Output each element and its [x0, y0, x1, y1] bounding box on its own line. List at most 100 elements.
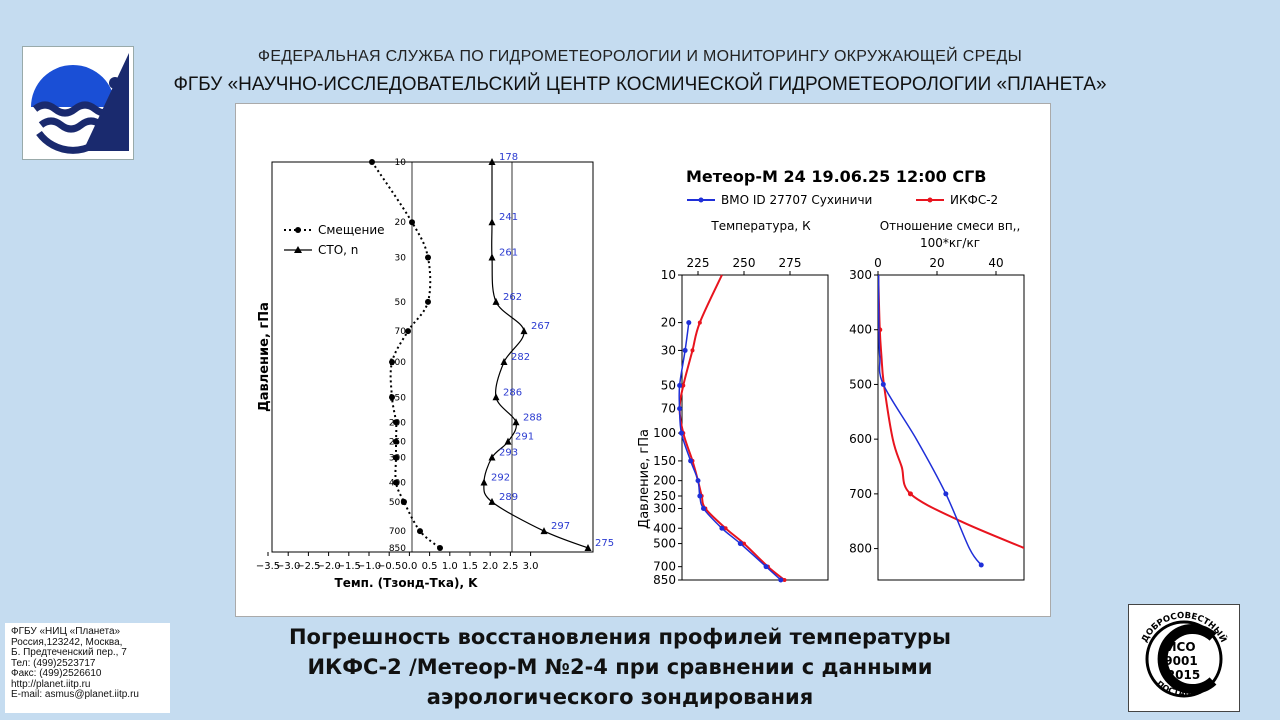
std-point	[520, 327, 528, 335]
planeta-logo	[22, 46, 134, 160]
badge-line1: ИСО	[1166, 640, 1195, 654]
mix-ytick-label: 800	[849, 542, 872, 556]
mix-panel-subtitle-2: 100*кг/кг	[920, 236, 980, 250]
contact-line: Россия,123242, Москва,	[11, 636, 123, 648]
chart-panel: −3.5 −3.0 −2.5 −2.0 −1.5 −1.0 −0.5 0.0 0.5 1.0 1.5…	[235, 103, 1051, 617]
bias-point	[393, 454, 399, 461]
bias-point	[405, 328, 411, 335]
mix-panel-frame	[877, 274, 1025, 581]
std-count-label: 262	[503, 292, 522, 303]
chart1-xlabel: Темп. (Тзонд-Тка), K	[335, 576, 479, 590]
temp-ikfs-point	[690, 348, 695, 353]
contact-line: Б. Предтеченский пер., 7	[11, 647, 127, 658]
std-point	[584, 544, 592, 551]
std-count-label: 292	[491, 473, 510, 484]
temp-sonde-point	[701, 506, 707, 512]
bias-point	[409, 219, 415, 226]
temp-ytick-label: 500	[653, 537, 676, 551]
contact-link[interactable]: http://planet.iitp.ru	[11, 678, 91, 690]
temp-sonde-point	[763, 564, 769, 570]
chart1-ytick-label: 30	[395, 253, 407, 263]
bias-point	[425, 254, 431, 261]
chart1-xtick-label: −3.5	[256, 561, 280, 572]
std-count-label: 291	[515, 432, 534, 443]
temp-panel-subtitle: Температура, К	[710, 219, 811, 233]
temp-ytick-label: 300	[653, 502, 676, 516]
chart1-ytick-label: 10	[395, 158, 407, 168]
chart1-xtick-label: 1.5	[462, 561, 478, 572]
temp-ytick-label: 250	[653, 489, 676, 503]
std-count-label: 178	[499, 152, 518, 163]
chart1-xtick-label: −1.0	[357, 561, 381, 572]
std-count-label: 288	[523, 412, 542, 423]
chart1-frame	[271, 161, 594, 553]
mix-ikfs-point	[907, 491, 913, 497]
badge-line3: -2015	[1162, 668, 1200, 682]
chart1-ytick-label: 50	[395, 298, 407, 308]
temp-sonde-point	[719, 525, 725, 531]
mix-sonde-point	[978, 562, 984, 568]
mix-sonde-point	[943, 491, 949, 497]
chart1-xtick-label: −0.5	[377, 561, 401, 572]
temp-ytick-label: 150	[653, 454, 676, 468]
contact-email[interactable]: E-mail: asmus@planet.iitp.ru	[11, 689, 139, 700]
temp-sonde-point	[686, 320, 692, 326]
badge-line2: 9001	[1164, 654, 1197, 668]
bias-point	[393, 419, 399, 426]
chart1-xtick-label: 0.5	[422, 561, 438, 572]
temp-sonde-line	[678, 322, 782, 581]
legend-sonde-marker	[698, 197, 704, 203]
temp-ytick-label: 70	[661, 402, 676, 416]
temp-ikfs-line	[678, 274, 786, 581]
chart1-ytick-label: 70	[395, 327, 407, 337]
chart1-xtick-label: −3.0	[276, 561, 300, 572]
std-series-line	[483, 161, 589, 549]
caption-line-2: ИКФС-2 /Метеор-М №2-4 при сравнении с да…	[307, 655, 933, 679]
planeta-logo-icon	[31, 53, 129, 154]
temp-ytick-label: 400	[653, 521, 676, 535]
std-count-label: 293	[499, 448, 518, 459]
std-point	[492, 393, 500, 401]
bias-point	[425, 298, 431, 305]
mix-ytick-label: 600	[849, 432, 872, 446]
chart1-ylabel: Давление, гПа	[257, 302, 272, 412]
chart1-legend: Смещение СТО, n	[284, 223, 385, 257]
iso-badge: ДОБРОСОВЕСТНЫЙ ПОСТАВЩИК ИСО 9001 -2015	[1128, 604, 1240, 712]
temp-sonde-point	[778, 577, 784, 583]
chart1-xtick-label: 0.0	[401, 561, 417, 572]
temp-xtick-label: 275	[779, 256, 802, 270]
temp-xtick-label: 250	[733, 256, 756, 270]
std-count-label: 275	[595, 538, 614, 549]
temp-sonde-point	[677, 406, 683, 412]
temp-ikfs-point	[782, 578, 787, 582]
chart1-xtick-label: 2.0	[482, 561, 498, 572]
temp-ytick-label: 850	[653, 573, 676, 587]
chart1-ytick-label: 100	[389, 358, 406, 368]
temp-panel-frame	[681, 274, 829, 581]
legend-ikfs-marker	[927, 197, 933, 203]
std-count-label: 261	[499, 247, 518, 258]
temp-sonde-point	[677, 382, 683, 388]
chart1-xtick-label: 1.0	[442, 561, 458, 572]
iso-seal-icon: ДОБРОСОВЕСТНЫЙ ПОСТАВЩИК ИСО 9001 -2015	[1140, 611, 1230, 698]
std-point	[488, 497, 496, 505]
temp-sonde-point	[688, 458, 694, 464]
mix-ytick-label: 300	[849, 268, 872, 282]
bias-point	[437, 545, 443, 551]
temp-ikfs-point	[723, 526, 728, 531]
chart1-xtick-label: 3.0	[523, 561, 539, 572]
temp-xtick-label: 225	[687, 256, 710, 270]
std-point	[500, 358, 508, 366]
mix-ikfs-line	[878, 275, 1024, 550]
chart1-xtick-label: −1.5	[337, 561, 361, 572]
temp-ytick-label: 100	[653, 426, 676, 440]
contact-line: Тел: (499)2523717	[11, 657, 96, 669]
bias-series-line	[371, 161, 441, 549]
chart1-ytick-label: 850	[389, 544, 406, 554]
mix-ikfs-point	[878, 327, 883, 333]
chart1-ytick-label: 700	[389, 527, 406, 537]
mix-sonde-point	[880, 381, 886, 387]
temp-ikfs-point	[681, 383, 686, 388]
std-count-label: 289	[499, 492, 518, 503]
header-line-2: ФГБУ «НАУЧНО-ИССЛЕДОВАТЕЛЬСКИЙ ЦЕНТР КОС…	[173, 74, 1107, 95]
